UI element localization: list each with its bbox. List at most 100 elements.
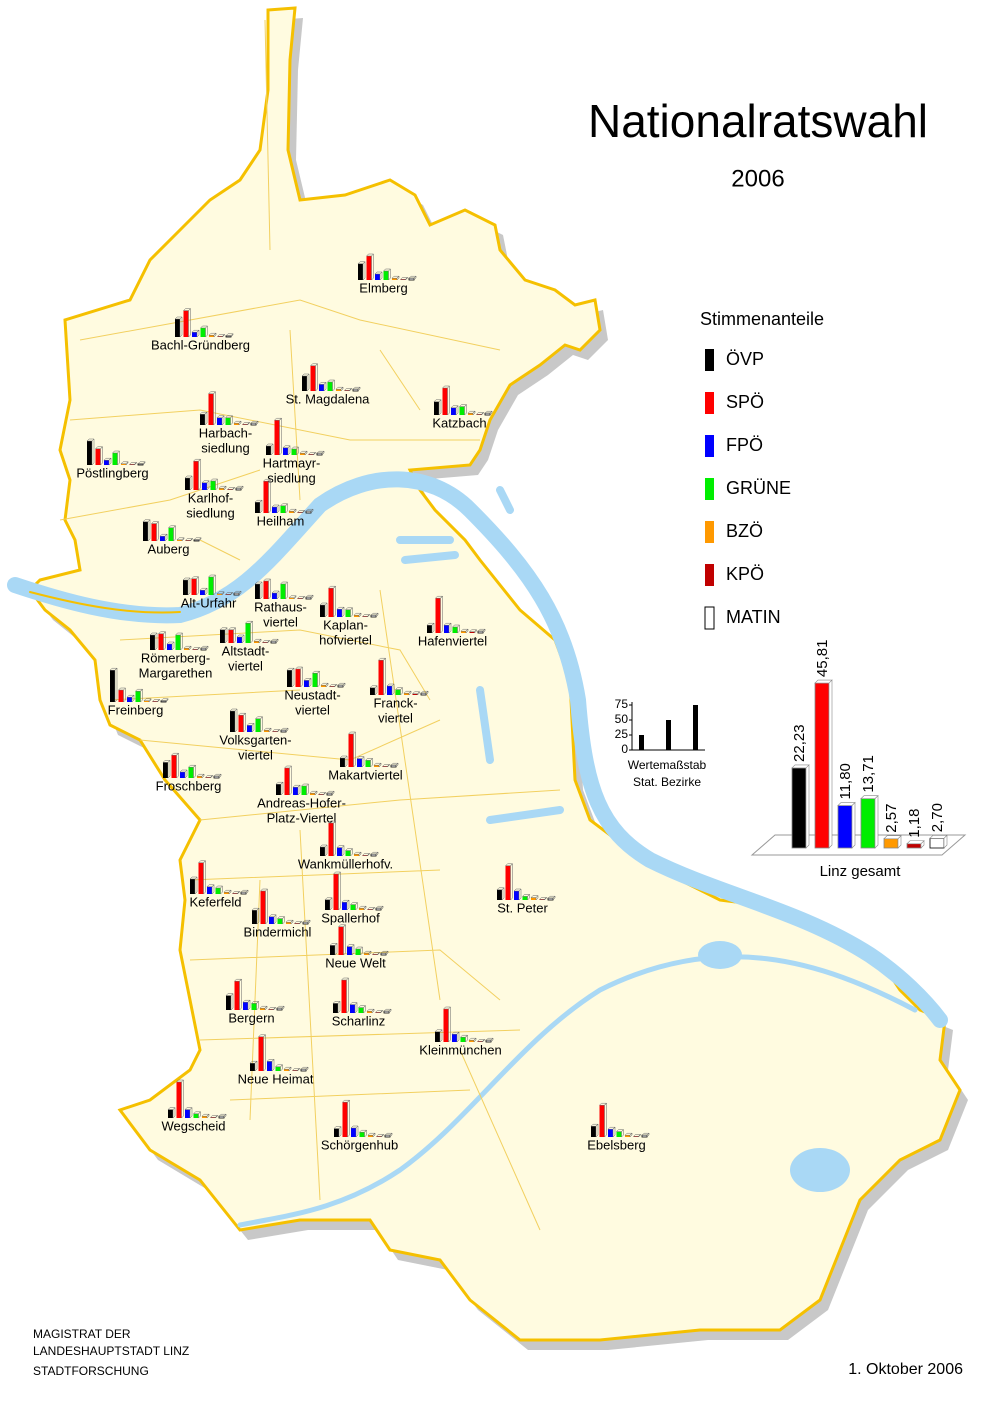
- bar-shade: [233, 420, 242, 426]
- district-bar: [505, 865, 511, 900]
- bar-shade: [380, 950, 389, 956]
- bar-shade: [218, 1113, 227, 1119]
- bar-shade: [326, 790, 335, 796]
- district-bar: [354, 615, 359, 617]
- district-bar: [183, 310, 189, 337]
- bar-shade: [285, 919, 294, 925]
- bar-shade: [318, 381, 327, 392]
- bar-shade: [227, 627, 237, 644]
- bar-shade: [451, 624, 461, 634]
- district-bar: [152, 701, 158, 702]
- bar-shade: [179, 769, 188, 779]
- district-label: viertel: [295, 702, 330, 717]
- district-bar: [412, 693, 418, 695]
- bar-shade: [354, 946, 364, 956]
- district-bar: [443, 1009, 449, 1042]
- district-bar: [333, 874, 339, 910]
- district-label: Hafenviertel: [418, 633, 487, 648]
- district-bar: [435, 598, 441, 633]
- district-bar: [110, 670, 115, 702]
- bar-shade: [207, 574, 217, 596]
- district-bar: [151, 523, 157, 541]
- district-label: Froschberg: [156, 778, 222, 793]
- district-label: Altstadt-: [222, 643, 270, 658]
- bar-shade: [225, 333, 234, 338]
- district-bar: [362, 616, 368, 617]
- district-bar: [302, 376, 307, 391]
- district-bar: [452, 627, 458, 633]
- district-bar: [255, 502, 260, 513]
- bar-shade: [246, 722, 255, 733]
- bar-shade: [226, 486, 236, 491]
- district-bar: [175, 635, 181, 650]
- district-bar: [143, 521, 148, 541]
- district-bar: [338, 926, 344, 955]
- district-bar: [266, 446, 271, 455]
- district-bar: [284, 1069, 289, 1071]
- bar-shade: [128, 461, 138, 466]
- district-bar: [135, 691, 141, 702]
- district-bar: [276, 1007, 283, 1011]
- bar-shade: [328, 683, 338, 688]
- district-bar: [382, 766, 388, 767]
- district-bar: [358, 263, 363, 280]
- bar-shade: [458, 403, 468, 416]
- legend-swatch: [705, 392, 714, 414]
- bar-shade: [349, 901, 359, 911]
- legend-swatch: [705, 435, 714, 457]
- legend-label: GRÜNE: [726, 478, 791, 498]
- district-bar: [225, 594, 231, 595]
- bar-shade: [337, 924, 347, 956]
- district-label: Wankmüllerhofv.: [298, 856, 393, 871]
- bar-shade: [224, 415, 234, 426]
- bar-shade: [467, 410, 476, 416]
- bar-shade: [305, 594, 314, 600]
- legend-swatch: [705, 564, 714, 586]
- bar-shade: [837, 801, 856, 849]
- district-bar: [408, 277, 415, 281]
- district-bar: [427, 625, 432, 633]
- bar-shade: [353, 612, 362, 618]
- bar-shade: [259, 1005, 268, 1011]
- bar-shade: [513, 888, 522, 901]
- district-bar: [297, 598, 303, 599]
- bar-shade: [426, 622, 435, 634]
- bar-shade: [443, 622, 452, 634]
- district-bar: [200, 590, 205, 595]
- bar-shade: [394, 686, 404, 696]
- bar-shade: [496, 887, 505, 901]
- bar-shade: [363, 950, 372, 956]
- district-label: Neue Welt: [325, 955, 386, 970]
- district-bar: [217, 593, 222, 595]
- bar-shade: [381, 763, 391, 768]
- bar-shade: [382, 268, 392, 281]
- district-bar: [547, 897, 554, 901]
- district-bar: [292, 1070, 298, 1071]
- district-bar: [185, 540, 191, 541]
- bar-shade: [167, 525, 177, 542]
- date: 1. Oktober 2006: [848, 1361, 963, 1378]
- bar-shade: [326, 379, 336, 392]
- district-bar: [362, 855, 368, 856]
- bar-shade: [391, 275, 400, 281]
- district-bar: [286, 922, 291, 924]
- bar-shade: [641, 1132, 650, 1138]
- district-label: Keferfeld: [189, 894, 241, 909]
- bar-shade: [366, 906, 376, 911]
- district-label: Platz-Viertel: [267, 810, 337, 825]
- bar-shade: [250, 1000, 260, 1011]
- district-label: Andreas-Hofer-: [257, 795, 346, 810]
- bar-shade: [283, 765, 293, 796]
- bar-shade: [358, 905, 367, 911]
- district-bar: [375, 1012, 381, 1013]
- district-bar: [168, 1109, 173, 1118]
- district-bar: [224, 892, 229, 894]
- district-bar: [112, 453, 118, 465]
- bar-shade: [340, 977, 350, 1014]
- bar-shade: [332, 871, 342, 911]
- bar-shade: [271, 728, 281, 733]
- district-label: Bachl-Gründberg: [151, 337, 250, 352]
- legend-label: MATIN: [726, 607, 781, 627]
- district-bar: [176, 1082, 182, 1118]
- bar-shade: [296, 595, 306, 600]
